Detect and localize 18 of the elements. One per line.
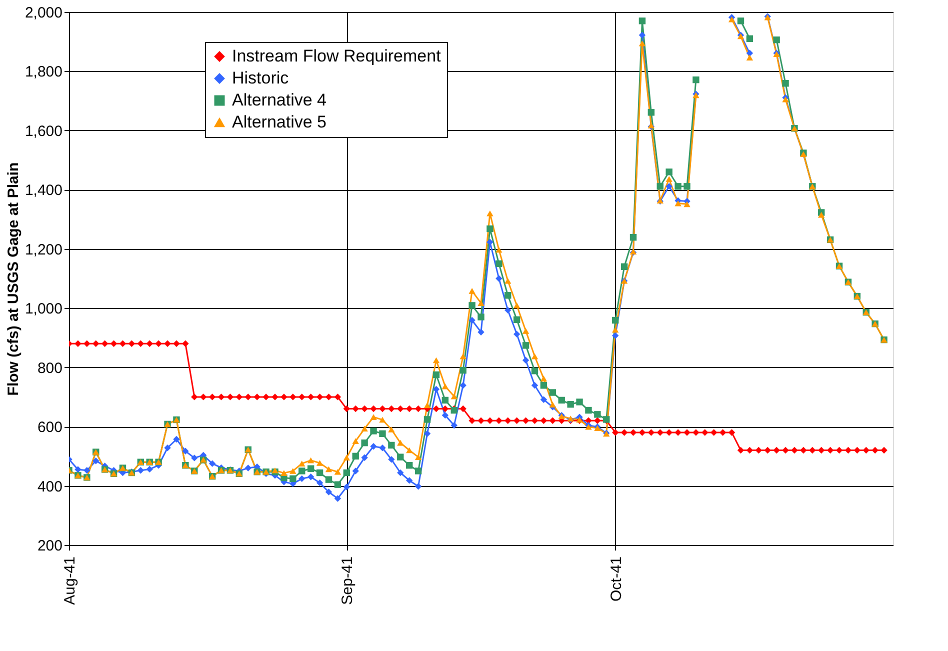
y-tick-label: 800 xyxy=(37,360,62,377)
x-tick-label: Aug-41 xyxy=(62,556,78,605)
legend-label: Alternative 5 xyxy=(232,112,326,132)
y-tick-label: 2,000 xyxy=(24,4,62,22)
x-tick-label: Oct-41 xyxy=(608,556,625,602)
legend-label: Historic xyxy=(232,68,290,88)
y-tick-label: 200 xyxy=(37,538,62,554)
y-tick-label: 1,200 xyxy=(24,241,62,258)
y-tick-label: 1,600 xyxy=(24,122,62,140)
y-tick-label: 400 xyxy=(37,478,62,496)
y-axis-title: Flow (cfs) at USGS Gage at Plain xyxy=(4,162,22,396)
x-tick-label: Sep-41 xyxy=(339,556,356,605)
legend-label: Instream Flow Requirement xyxy=(232,46,442,66)
y-tick-label: 1,000 xyxy=(24,300,62,318)
y-tick-label: 1,400 xyxy=(24,182,62,200)
y-tick-label: 1,800 xyxy=(24,64,62,81)
y-tick-label: 600 xyxy=(37,419,62,436)
legend-label: Alternative 4 xyxy=(232,90,326,110)
